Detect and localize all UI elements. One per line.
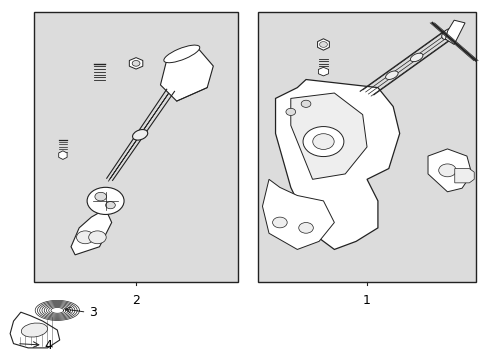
Circle shape <box>95 192 106 201</box>
Ellipse shape <box>163 45 200 63</box>
Circle shape <box>298 222 313 233</box>
Polygon shape <box>10 312 60 348</box>
Polygon shape <box>160 47 213 101</box>
Text: 1: 1 <box>363 294 370 307</box>
Circle shape <box>319 42 326 47</box>
Circle shape <box>312 134 333 149</box>
Ellipse shape <box>409 53 422 62</box>
Polygon shape <box>317 39 329 50</box>
Polygon shape <box>262 179 334 249</box>
Circle shape <box>301 100 310 107</box>
Ellipse shape <box>385 71 397 80</box>
Polygon shape <box>290 93 366 179</box>
Circle shape <box>272 217 286 228</box>
Circle shape <box>105 202 115 209</box>
Polygon shape <box>454 168 473 183</box>
Polygon shape <box>445 20 464 45</box>
Ellipse shape <box>441 28 457 40</box>
Polygon shape <box>275 80 399 249</box>
Polygon shape <box>427 149 471 192</box>
Circle shape <box>132 60 140 66</box>
Bar <box>34 12 237 282</box>
Polygon shape <box>59 151 67 159</box>
Circle shape <box>438 164 455 177</box>
Bar <box>258 12 475 282</box>
Ellipse shape <box>132 130 147 140</box>
Text: 3: 3 <box>89 306 97 319</box>
Circle shape <box>88 231 106 244</box>
Polygon shape <box>71 209 111 255</box>
Circle shape <box>76 231 94 244</box>
Polygon shape <box>318 67 328 76</box>
Polygon shape <box>129 58 142 69</box>
Circle shape <box>303 127 343 157</box>
Circle shape <box>87 187 124 215</box>
Text: 2: 2 <box>132 294 140 307</box>
Circle shape <box>285 108 295 116</box>
Text: 4: 4 <box>44 339 52 352</box>
Ellipse shape <box>21 323 47 337</box>
